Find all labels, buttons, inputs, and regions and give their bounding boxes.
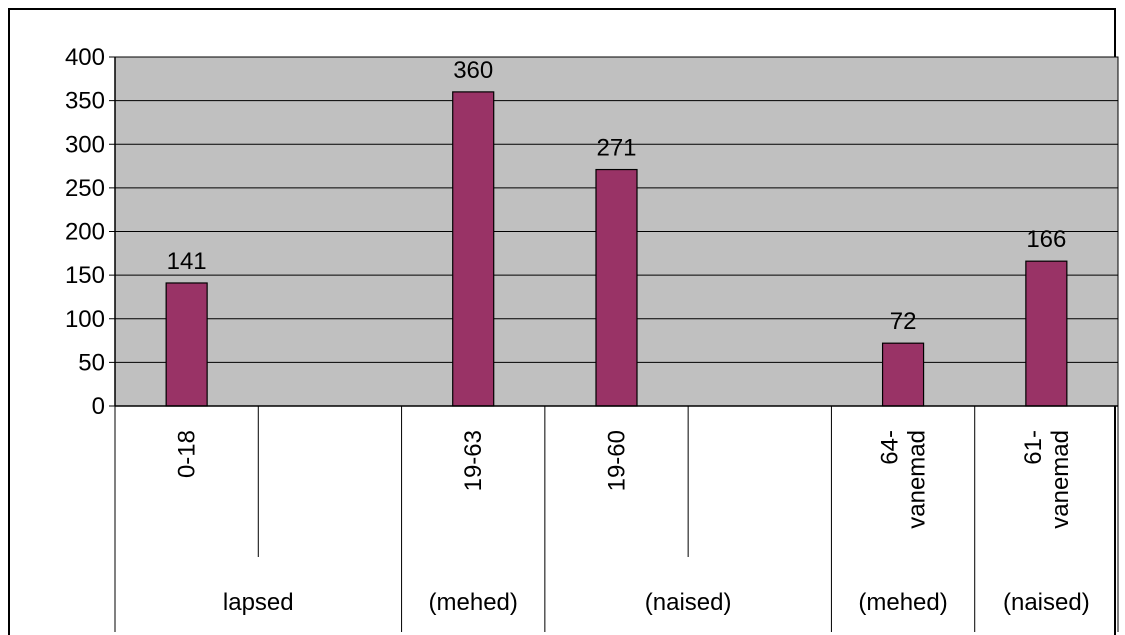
y-tick-label: 400	[65, 44, 105, 71]
bar	[452, 91, 495, 407]
x-tick-label: vanemad	[1047, 430, 1074, 529]
bars	[165, 91, 1068, 407]
data-label: 72	[890, 308, 917, 335]
x-group-label: (naised)	[1003, 589, 1090, 616]
x-group-label: (naised)	[645, 589, 732, 616]
x-tick-label: vanemad	[904, 430, 931, 529]
x-group-label: lapsed	[223, 589, 294, 616]
x-tick-label: 19-60	[604, 430, 631, 491]
data-label: 271	[596, 135, 636, 162]
y-tick-label: 150	[65, 262, 105, 289]
y-tick-label: 200	[65, 219, 105, 246]
data-label: 141	[167, 248, 207, 275]
bar	[881, 342, 925, 407]
y-tick-label: 50	[78, 349, 105, 376]
x-tick-label: 0-18	[174, 430, 201, 478]
y-axis: 0 50 100 150 200 250 300 350 400	[65, 44, 116, 420]
x-tick-label: 64-	[877, 430, 904, 465]
y-tick-label: 250	[65, 175, 105, 202]
y-tick-label: 100	[65, 306, 105, 333]
x-group-label: (mehed)	[429, 589, 518, 616]
bar	[165, 282, 208, 407]
x-axis: 0-18 19-63 19-60 64- vanemad 61- vanemadlapsed…	[114, 405, 1119, 632]
x-group-label: (mehed)	[858, 589, 947, 616]
y-tick-label: 0	[92, 393, 105, 420]
y-tick-label: 300	[65, 131, 105, 158]
x-tick-label: 61-	[1020, 430, 1047, 465]
bar	[1025, 260, 1068, 407]
data-label: 360	[453, 57, 493, 84]
data-labels: 141 360 271 72 166	[167, 57, 1067, 335]
data-label: 166	[1026, 226, 1066, 253]
bar	[595, 168, 638, 407]
y-tick-label: 350	[65, 88, 105, 115]
x-tick-label: 19-63	[460, 430, 487, 491]
